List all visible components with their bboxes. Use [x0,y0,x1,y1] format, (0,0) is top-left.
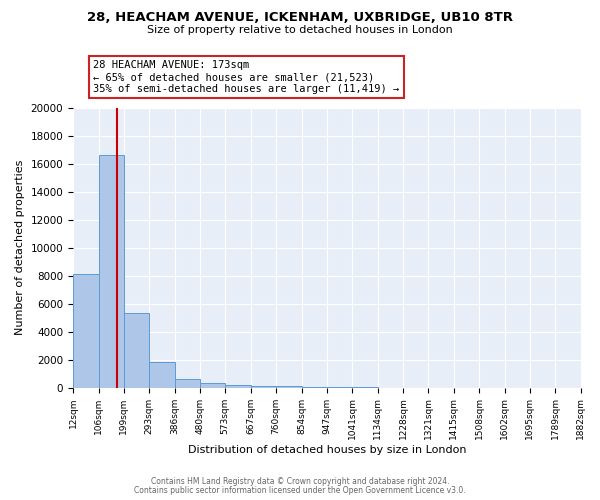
Bar [149,362,175,388]
Text: Size of property relative to detached houses in London: Size of property relative to detached ho… [147,25,453,35]
Bar [302,386,327,388]
Bar [225,385,251,388]
Bar [124,314,149,388]
Text: Contains public sector information licensed under the Open Government Licence v3: Contains public sector information licen… [134,486,466,495]
Bar [175,378,200,388]
Y-axis label: Number of detached properties: Number of detached properties [15,160,25,336]
Bar [73,274,98,388]
Bar [276,386,302,388]
Bar [200,384,225,388]
Bar [251,386,276,388]
Bar [98,156,124,388]
Text: 28 HEACHAM AVENUE: 173sqm
← 65% of detached houses are smaller (21,523)
35% of s: 28 HEACHAM AVENUE: 173sqm ← 65% of detac… [94,60,400,94]
Text: Contains HM Land Registry data © Crown copyright and database right 2024.: Contains HM Land Registry data © Crown c… [151,477,449,486]
Text: 28, HEACHAM AVENUE, ICKENHAM, UXBRIDGE, UB10 8TR: 28, HEACHAM AVENUE, ICKENHAM, UXBRIDGE, … [87,11,513,24]
X-axis label: Distribution of detached houses by size in London: Distribution of detached houses by size … [188,445,466,455]
